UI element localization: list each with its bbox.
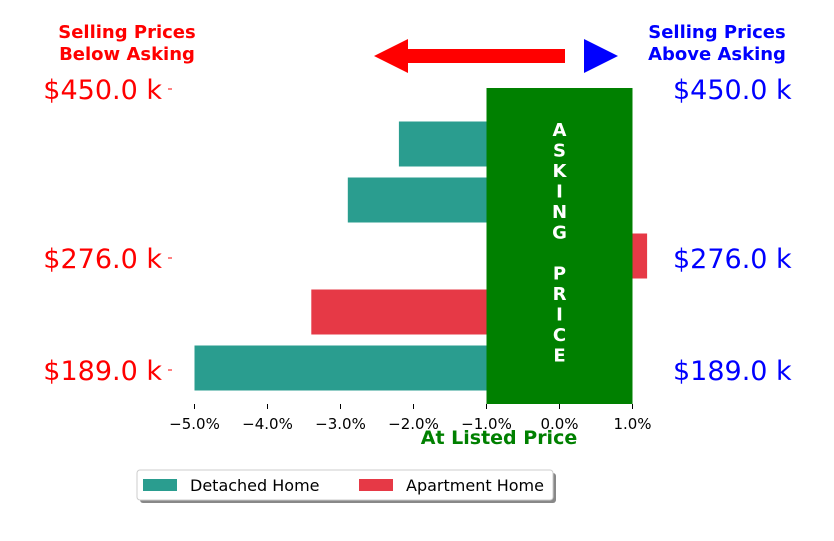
x-tick-label: −5.0% bbox=[169, 415, 220, 433]
right-arrow-icon bbox=[584, 39, 618, 73]
left-header: Selling Prices Below Asking bbox=[58, 22, 195, 65]
left-price-label: $450.0 k bbox=[43, 75, 162, 106]
right-price-label: $450.0 k bbox=[673, 75, 792, 106]
x-axis: −5.0% −4.0% −3.0% −2.0% −1.0% 0.0% 1.0% bbox=[169, 404, 652, 433]
x-tick-label: −4.0% bbox=[242, 415, 293, 433]
asking-price-band-rect bbox=[486, 88, 633, 404]
right-header: Selling Prices Above Asking bbox=[648, 22, 786, 65]
price-labels: $450.0 k $276.0 k $189.0 k $450.0 k $276.0 k… bbox=[43, 75, 792, 387]
legend-label: Apartment Home bbox=[406, 476, 544, 495]
x-tick-label: −1.0% bbox=[461, 415, 512, 433]
legend-swatch bbox=[143, 479, 177, 491]
legend-label: Detached Home bbox=[190, 476, 320, 495]
right-price-label: $189.0 k bbox=[673, 356, 792, 387]
x-tick-label: −3.0% bbox=[315, 415, 366, 433]
direction-arrows bbox=[374, 39, 618, 73]
x-tick-label: 1.0% bbox=[613, 415, 651, 433]
x-tick-label: −2.0% bbox=[388, 415, 439, 433]
legend: Detached Home Apartment Home bbox=[136, 469, 556, 503]
x-axis-label: At Listed Price bbox=[421, 427, 577, 449]
x-tick-label: 0.0% bbox=[540, 415, 578, 433]
left-price-label: $276.0 k bbox=[43, 244, 162, 275]
right-price-label: $276.0 k bbox=[673, 244, 792, 275]
legend-swatch bbox=[359, 479, 393, 491]
left-price-label: $189.0 k bbox=[43, 356, 162, 387]
left-arrow-icon bbox=[374, 39, 565, 73]
